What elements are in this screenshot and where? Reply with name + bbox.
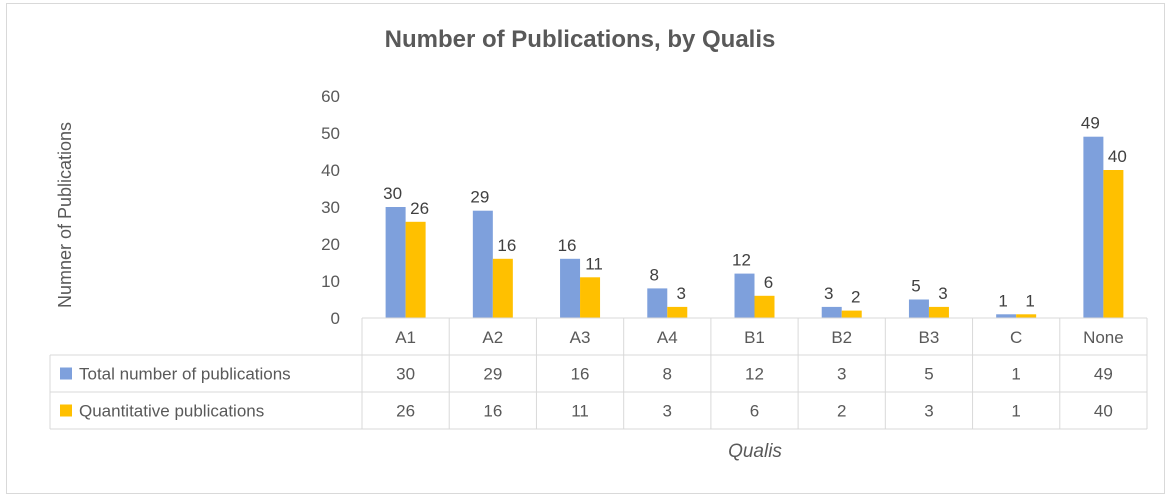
bar-quantitative-b2 [841,310,862,318]
chart-frame [6,3,1165,494]
data-label: 40 [1108,147,1127,166]
chart-title: Number of Publications, by Qualis [385,26,776,53]
y-tick-label: 60 [321,87,340,106]
bar-quantitative-a1 [405,221,426,318]
bar-total-a4 [647,288,668,318]
table-cell: 2 [837,402,846,421]
y-tick-label: 40 [321,161,340,180]
category-label: A1 [395,328,416,347]
category-label: B3 [919,328,940,347]
table-cell: 49 [1094,365,1113,384]
data-label: 1 [1025,291,1034,310]
bar-quantitative-a4 [667,306,688,318]
data-label: 12 [732,251,751,270]
category-label: C [1010,328,1022,347]
data-label: 3 [938,284,947,303]
y-axis-ticks: 0 10 20 30 40 50 60 [321,87,340,328]
data-label: 1 [998,291,1007,310]
data-table: A1 A2 A3 A4 B1 B2 B3 C None Total number of publi… [49,317,1148,430]
category-label: B1 [744,328,765,347]
data-label: 16 [497,236,516,255]
table-cell: 11 [571,402,589,421]
table-cell: 3 [837,365,846,384]
bar-total-a3 [560,258,581,318]
bar-total-b1 [734,273,755,318]
table-cell: 3 [924,402,933,421]
bars [385,136,1124,318]
table-cell: 16 [483,402,502,421]
y-tick-label: 10 [321,272,340,291]
data-label: 11 [585,254,603,273]
data-label: 5 [911,277,920,296]
legend-swatch [60,404,72,417]
legend-label: Quantitative publications [79,402,264,421]
table-cell: 29 [483,365,502,384]
data-label: 2 [851,288,860,307]
data-label: 26 [410,199,429,218]
bar-total-a1 [385,207,406,318]
table-cell: 26 [396,402,415,421]
bar-total-b2 [821,306,842,318]
table-cell: 6 [750,402,759,421]
table-cell: 1 [1011,402,1020,421]
y-axis-title: Numner of Publications [55,122,75,308]
category-label: None [1083,328,1124,347]
data-label: 3 [824,284,833,303]
bar-quantitative-b1 [754,295,775,318]
category-label: A3 [570,328,591,347]
x-axis-title: Qualis [728,441,782,462]
table-cell: 12 [745,365,764,384]
y-tick-label: 0 [331,309,340,328]
data-label: 30 [383,184,402,203]
bar-total-a2 [472,210,493,318]
legend-label: Total number of publications [79,365,291,384]
y-tick-label: 50 [321,124,340,143]
bar-quantitative-a2 [492,258,513,318]
table-cell: 1 [1011,365,1020,384]
bar-total-b3 [908,299,929,318]
data-label: 6 [764,273,773,292]
table-cell: 30 [396,365,415,384]
bar-quantitative-none [1103,170,1124,318]
table-cell: 16 [571,365,590,384]
table-cell: 40 [1094,402,1113,421]
table-cell: 3 [663,402,672,421]
bar-total-c [996,314,1017,318]
y-tick-label: 20 [321,235,340,254]
bar-quantitative-a3 [580,277,601,318]
category-label: B2 [831,328,852,347]
data-label: 16 [558,236,577,255]
data-label: 29 [470,188,489,207]
data-label: 3 [677,284,686,303]
table-cell: 5 [924,365,933,384]
y-tick-label: 30 [321,198,340,217]
bar-quantitative-b3 [928,306,949,318]
data-label: 8 [650,265,659,284]
bar-total-none [1083,136,1104,318]
bar-quantitative-c [1016,314,1037,318]
data-label: 49 [1081,114,1100,133]
category-label: A4 [657,328,678,347]
table-cell: 8 [663,365,672,384]
category-label: A2 [482,328,503,347]
legend-swatch [60,367,72,380]
